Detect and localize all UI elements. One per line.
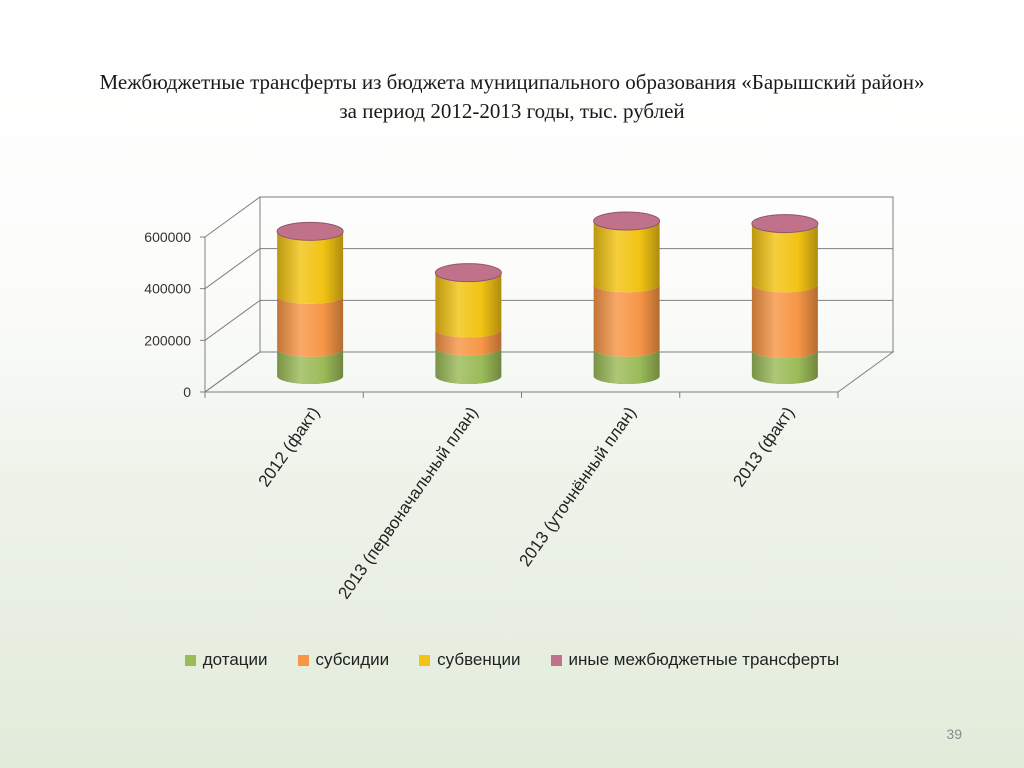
bar-segment bbox=[435, 329, 502, 356]
bar-segment bbox=[435, 347, 502, 384]
bar-segment bbox=[751, 224, 818, 293]
legend-swatch bbox=[184, 654, 196, 666]
bar-segment bbox=[435, 273, 502, 338]
legend-swatch bbox=[419, 654, 431, 666]
bar-stack bbox=[434, 263, 502, 384]
bar-stack bbox=[593, 211, 661, 384]
bar-segment bbox=[751, 350, 818, 384]
legend-label: иные межбюджетные трансферты bbox=[568, 650, 840, 669]
legend-item-inye-transferty: иные межбюджетные трансферты bbox=[550, 650, 840, 670]
bar-segment bbox=[593, 222, 660, 293]
y-tick-label: 400000 bbox=[144, 281, 191, 297]
legend-item-subsidii: субсидии bbox=[297, 650, 390, 670]
bar-top-cap bbox=[593, 211, 661, 231]
bar-stack bbox=[751, 214, 819, 384]
chart-bars bbox=[276, 211, 819, 384]
slide-title: Межбюджетные трансферты из бюджета муниц… bbox=[40, 68, 984, 126]
y-tick-label: 0 bbox=[183, 384, 191, 400]
bar-segment bbox=[593, 348, 660, 384]
legend-item-dotatsii: дотации bbox=[184, 650, 268, 670]
page-number: 39 bbox=[946, 726, 962, 742]
bar-stack bbox=[276, 221, 344, 384]
y-axis: 0 200000 400000 600000 bbox=[144, 197, 261, 400]
bar-top-cap bbox=[276, 221, 344, 241]
legend-label: субвенции bbox=[437, 650, 521, 669]
chart-legend: дотации субсидии субвенции иные межбюдже… bbox=[0, 650, 1024, 670]
x-axis: 2012 (факт) 2013 (первоначальный план) 201… bbox=[204, 391, 839, 602]
legend-label: субсидии bbox=[315, 650, 390, 669]
y-tick-label: 600000 bbox=[144, 229, 191, 245]
legend-swatch bbox=[297, 654, 309, 666]
bar-top-cap bbox=[751, 214, 819, 234]
x-tick-label: 2013 (уточнённый план) bbox=[515, 403, 639, 569]
y-tick-label: 200000 bbox=[144, 332, 191, 348]
bar-segment bbox=[277, 232, 344, 304]
legend-swatch bbox=[550, 654, 562, 666]
x-tick-label: 2013 (первоначальный план) bbox=[334, 403, 481, 602]
bar-segment bbox=[751, 284, 818, 359]
legend-item-subventsii: субвенции bbox=[419, 650, 521, 670]
bar-segment bbox=[593, 284, 660, 357]
title-line-2: за период 2012-2013 годы, тыс. рублей bbox=[339, 99, 685, 123]
bar-segment bbox=[277, 348, 344, 384]
legend-label: дотации bbox=[202, 650, 268, 669]
bar-top-cap bbox=[434, 263, 502, 283]
chart-area: 0 200000 400000 600000 2012 (факт) 2013 (пер… bbox=[144, 196, 895, 602]
title-line-1: Межбюджетные трансферты из бюджета муниц… bbox=[99, 70, 925, 94]
x-tick-label: 2013 (факт) bbox=[729, 403, 798, 490]
bar-segment bbox=[277, 295, 344, 357]
x-tick-label: 2012 (факт) bbox=[255, 403, 324, 490]
